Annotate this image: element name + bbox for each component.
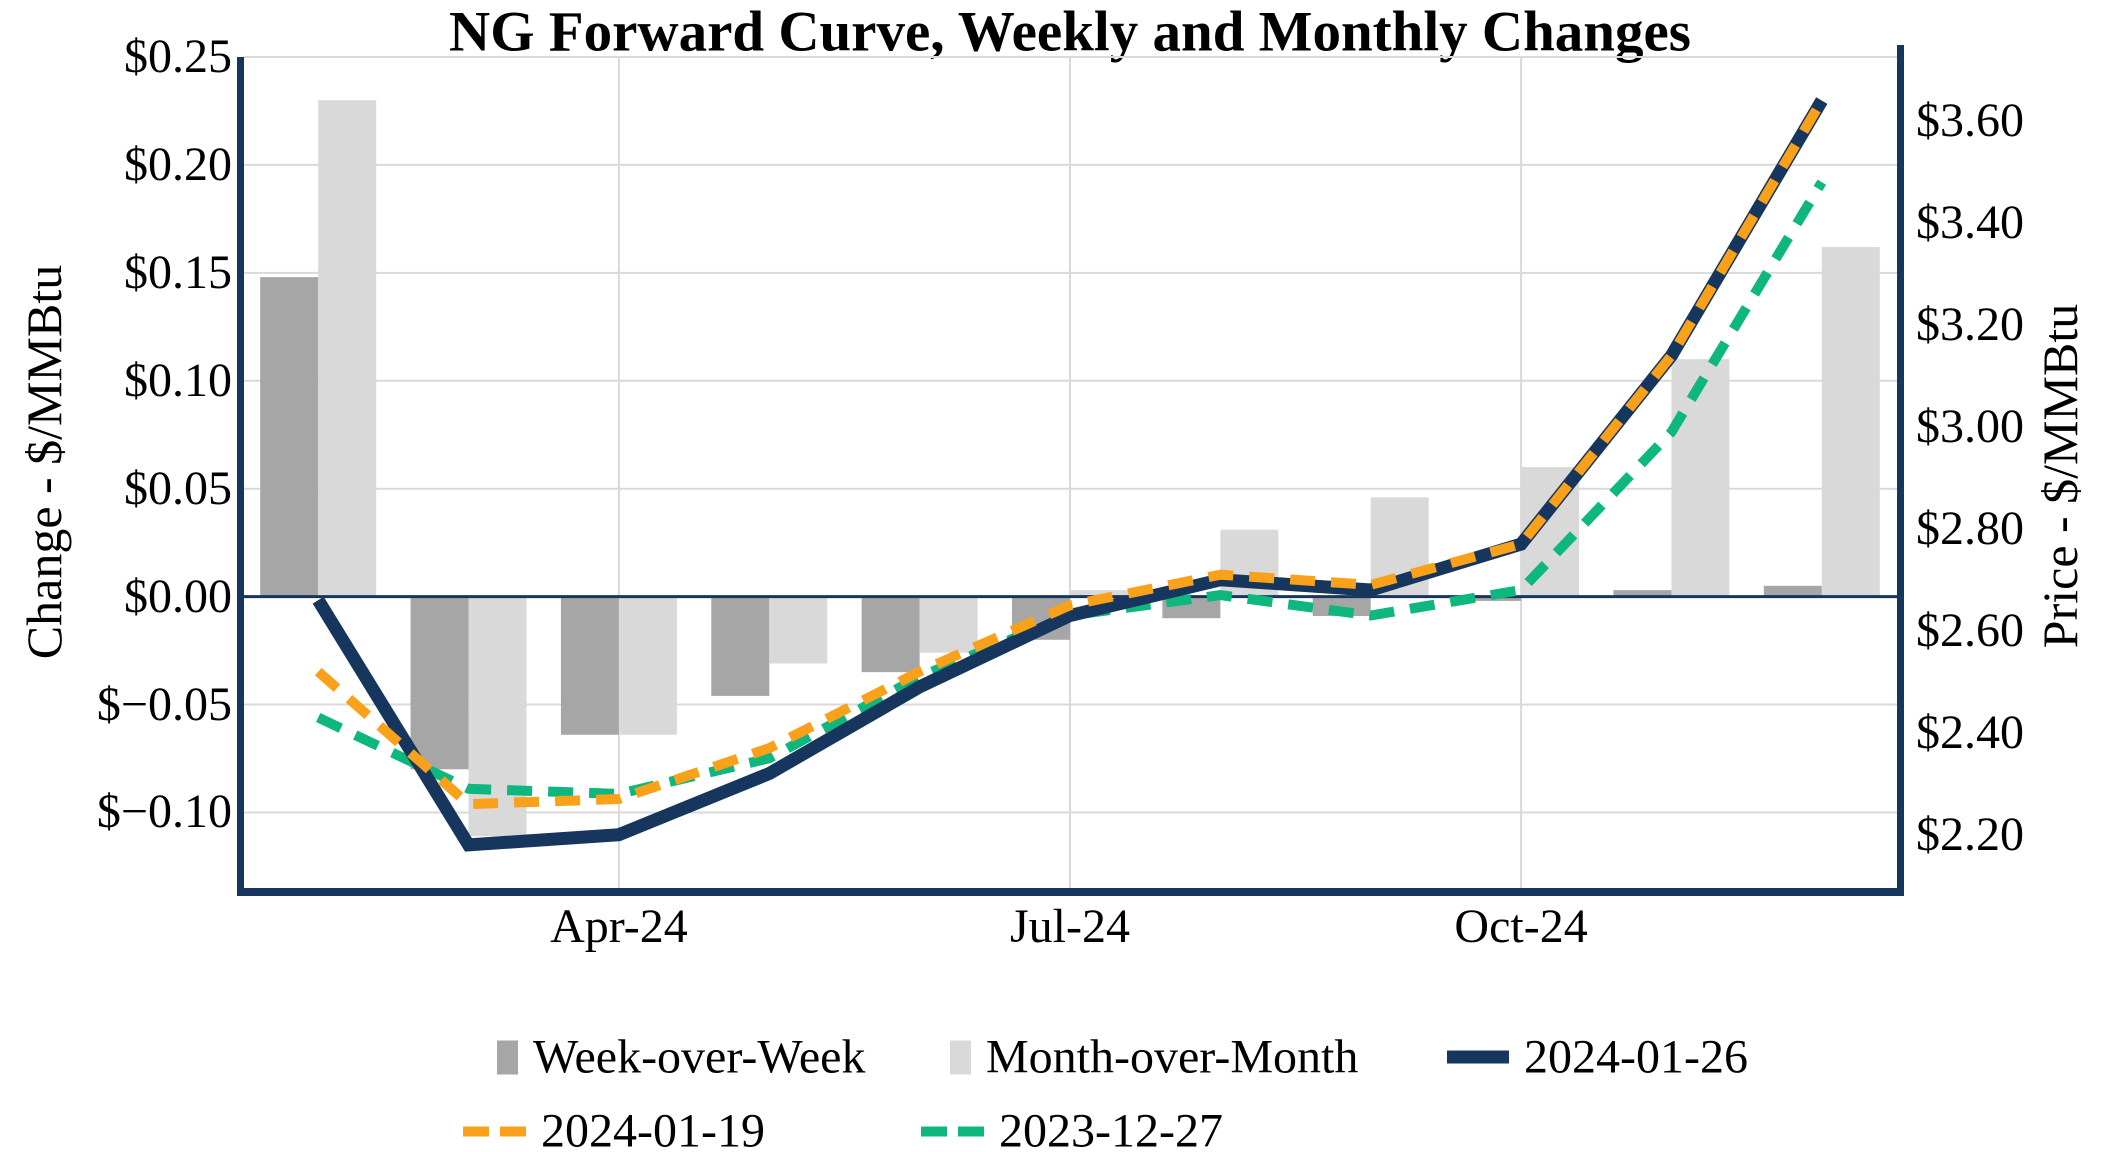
bar-month-over-month-jun-24 <box>919 596 978 653</box>
legend-label: 2023-12-27 <box>999 1104 1223 1152</box>
legend-item-2024-01-19: 2024-01-19 <box>463 1104 765 1152</box>
legend-dashed-line-icon <box>463 1126 526 1136</box>
legend-item-2024-01-26: 2024-01-26 <box>1447 1030 1748 1085</box>
legend-bar-swatch-icon <box>950 1040 971 1074</box>
legend-item-2023-12-27: 2023-12-27 <box>921 1104 1223 1152</box>
bar-month-over-month-dec-24 <box>1821 246 1880 597</box>
bar-week-over-week-sep-24 <box>1312 596 1371 617</box>
bar-week-over-week-mar-24 <box>410 596 469 770</box>
legend-label: 2024-01-19 <box>541 1104 765 1152</box>
line-2023-12-27 <box>316 179 1827 799</box>
line-2024-01-19 <box>314 98 1827 810</box>
right-tick-3-40: $3.40 <box>1916 195 2024 249</box>
x-tick-label-apr-24: Apr-24 <box>550 900 688 953</box>
legend-label: 2024-01-26 <box>1524 1030 1748 1084</box>
right-tick-3-20: $3.20 <box>1916 297 2024 351</box>
x-tick-label-jul-24: Jul-24 <box>1010 900 1130 953</box>
bar-month-over-month-apr-24 <box>618 596 677 735</box>
left-tick-0-25: $0.25 <box>124 30 232 83</box>
bar-month-over-month-jul-24 <box>1070 590 1128 597</box>
bar-week-over-week-may-24 <box>711 596 770 696</box>
legend-dashed-line-icon <box>921 1126 984 1136</box>
x-tick-label-oct-24: Oct-24 <box>1454 900 1588 953</box>
bar-week-over-week-apr-24 <box>560 596 619 735</box>
right-tick-3-60: $3.60 <box>1916 93 2024 147</box>
right-axis-spine <box>1897 45 1904 896</box>
chart-title: NG Forward Curve, Weekly and Monthly Cha… <box>449 0 1691 64</box>
bar-week-over-week-feb-24 <box>260 277 319 597</box>
right-tick-2-60: $2.60 <box>1916 603 2024 657</box>
left-tick-0-10: $0.10 <box>124 353 232 407</box>
left-tick-0-10: $−0.10 <box>96 785 232 839</box>
bar-month-over-month-mar-24 <box>468 596 527 837</box>
left-tick-0-05: $0.05 <box>124 461 232 515</box>
bottom-axis-spine <box>237 888 1904 896</box>
bar-month-over-month-feb-24 <box>318 100 377 597</box>
legend-bar-swatch-icon <box>497 1040 518 1074</box>
legend-item-week-over-week: Week-over-Week <box>497 1030 865 1085</box>
bar-month-over-month-may-24 <box>769 596 828 664</box>
bar-week-over-week-jun-24 <box>861 596 920 673</box>
bar-week-over-week-nov-24 <box>1613 590 1672 597</box>
right-tick-3-00: $3.00 <box>1916 399 2024 453</box>
legend-solid-line-icon <box>1447 1050 1509 1064</box>
bar-week-over-week-dec-24 <box>1763 585 1822 597</box>
legend-item-month-over-month: Month-over-Month <box>950 1030 1358 1085</box>
left-tick-0-05: $−0.05 <box>96 677 232 731</box>
legend-label: Month-over-Month <box>986 1030 1359 1084</box>
right-tick-2-80: $2.80 <box>1916 501 2024 555</box>
left-tick-0-00: $0.00 <box>124 569 232 623</box>
line-2024-01-26 <box>312 97 1828 852</box>
right-tick-2-40: $2.40 <box>1916 705 2024 759</box>
right-tick-2-20: $2.20 <box>1916 807 2024 861</box>
left-tick-0-20: $0.20 <box>124 137 232 191</box>
legend-label: Week-over-Week <box>533 1030 866 1084</box>
left-axis-spine <box>237 57 244 896</box>
bar-month-over-month-nov-24 <box>1671 359 1730 597</box>
left-tick-0-15: $0.15 <box>124 245 232 299</box>
